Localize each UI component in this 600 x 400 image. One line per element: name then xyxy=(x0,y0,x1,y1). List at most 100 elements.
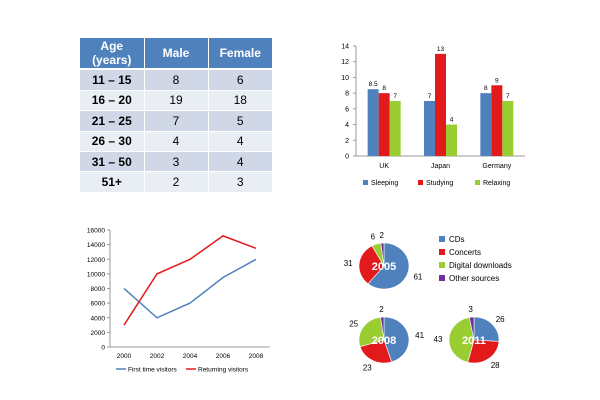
slice-value-label: 31 xyxy=(344,259,353,268)
legend-label: Digital downloads xyxy=(449,261,512,270)
x-tick-label: Japan xyxy=(431,163,450,170)
female-cell: 6 xyxy=(208,69,272,91)
x-tick-label: UK xyxy=(379,163,389,170)
data-label: 13 xyxy=(437,46,445,53)
bar xyxy=(378,93,390,156)
x-tick-label: 2004 xyxy=(183,353,198,360)
male-cell: 7 xyxy=(144,110,209,132)
slice-value-label: 43 xyxy=(434,335,443,344)
slice-value-label: 6 xyxy=(371,233,376,242)
bar xyxy=(367,89,379,156)
slice-value-label: 26 xyxy=(496,315,505,324)
slice-value-label: 41 xyxy=(415,331,424,340)
legend-swatch xyxy=(418,180,423,185)
pie-slice xyxy=(468,316,475,341)
y-tick-label: 2000 xyxy=(91,330,106,337)
legend-swatch xyxy=(439,262,445,268)
age-cell: 16 – 20 xyxy=(80,90,145,112)
male-cell: 2 xyxy=(144,171,209,193)
data-label: 7 xyxy=(506,93,510,100)
age-table: Age (years) Male Female 11 – 15 8 6 16 –… xyxy=(80,38,272,193)
pie-year-label: 2008 xyxy=(372,335,396,347)
bar xyxy=(502,101,514,156)
male-cell: 3 xyxy=(144,151,209,173)
series-line xyxy=(123,235,257,326)
pie-slice xyxy=(358,245,385,285)
legend-swatch xyxy=(475,180,480,185)
header-male: Male xyxy=(144,38,209,70)
legend-label: Relaxing xyxy=(483,180,510,187)
header-female: Female xyxy=(208,38,272,70)
y-tick-label: 12000 xyxy=(87,257,105,264)
data-label: 8.5 xyxy=(369,81,378,88)
data-label: 7 xyxy=(393,93,397,100)
bar xyxy=(389,101,401,156)
table-row: 11 – 15 8 6 xyxy=(80,69,272,91)
legend-label: CDs xyxy=(449,235,465,244)
slice-value-label: 2 xyxy=(379,231,384,240)
pie-slice xyxy=(380,316,385,341)
age-gender-table: Age (years) Male Female 11 – 15 8 6 16 –… xyxy=(80,38,272,193)
pie-slice xyxy=(367,242,410,290)
male-cell: 8 xyxy=(144,69,209,91)
y-tick-label: 14000 xyxy=(87,242,105,249)
line-chart: 0 2000 4000 6000 8000 10000 12000 14000 16000 200… xyxy=(87,228,270,374)
pie-year-label: 2011 xyxy=(462,335,486,347)
y-tick-label: 8000 xyxy=(91,286,106,293)
male-cell: 19 xyxy=(144,90,209,112)
slice-value-label: 23 xyxy=(363,363,372,372)
legend-swatch xyxy=(439,275,445,281)
y-tick-label: 0 xyxy=(101,345,105,352)
x-tick-label: 2006 xyxy=(216,353,231,360)
age-cell: 21 – 25 xyxy=(80,110,145,132)
table-row: 21 – 25 7 5 xyxy=(80,110,272,132)
female-cell: 5 xyxy=(208,110,272,132)
pie-slice xyxy=(467,339,500,364)
age-cell: 26 – 30 xyxy=(80,131,145,152)
data-label: 9 xyxy=(495,77,499,84)
legend-label: Concerts xyxy=(449,248,481,257)
table-row: 26 – 30 4 4 xyxy=(80,131,272,152)
data-label: 8 xyxy=(382,85,386,92)
data-label: 7 xyxy=(428,93,432,100)
slice-value-label: 61 xyxy=(413,273,422,282)
female-cell: 4 xyxy=(208,131,272,152)
table-row: 31 – 50 3 4 xyxy=(80,151,272,173)
x-tick-label: 2000 xyxy=(117,353,132,360)
x-tick-label: 2008 xyxy=(249,353,264,360)
bar-chart: 024681012148.587UK7134Japan897GermanySle… xyxy=(341,44,525,187)
series-line xyxy=(123,258,257,319)
bar xyxy=(435,53,446,156)
slice-value-label: 25 xyxy=(349,319,358,328)
y-tick-label: 10000 xyxy=(87,271,105,278)
y-tick-label: 8 xyxy=(345,91,349,98)
y-tick-label: 16000 xyxy=(87,228,105,235)
age-cell: 11 – 15 xyxy=(80,69,145,91)
legend-label: Other sources xyxy=(449,274,499,283)
legend-label: Sleeping xyxy=(371,180,398,187)
legend-label: Studying xyxy=(426,180,453,187)
x-tick-label: Germany xyxy=(482,163,511,170)
y-tick-label: 12 xyxy=(341,59,349,66)
y-tick-label: 6000 xyxy=(91,301,106,308)
header-age: Age (years) xyxy=(80,38,145,70)
pie-slice xyxy=(380,242,385,267)
bar xyxy=(491,85,503,156)
pie-slice xyxy=(383,316,410,363)
y-tick-label: 4000 xyxy=(91,315,106,322)
bar xyxy=(424,101,435,156)
slice-value-label: 3 xyxy=(468,305,473,314)
pie-slice xyxy=(359,339,393,364)
female-cell: 3 xyxy=(208,171,272,193)
x-tick-label: 2002 xyxy=(150,353,165,360)
pie-slice xyxy=(448,317,475,363)
bar xyxy=(446,124,457,156)
pie-slice xyxy=(358,316,385,348)
female-cell: 4 xyxy=(208,151,272,173)
y-tick-label: 14 xyxy=(341,44,349,51)
legend-label: Returning visitors xyxy=(198,367,249,374)
legend-swatch xyxy=(439,249,445,255)
table-header-row: Age (years) Male Female xyxy=(80,38,272,70)
data-label: 4 xyxy=(450,117,454,124)
